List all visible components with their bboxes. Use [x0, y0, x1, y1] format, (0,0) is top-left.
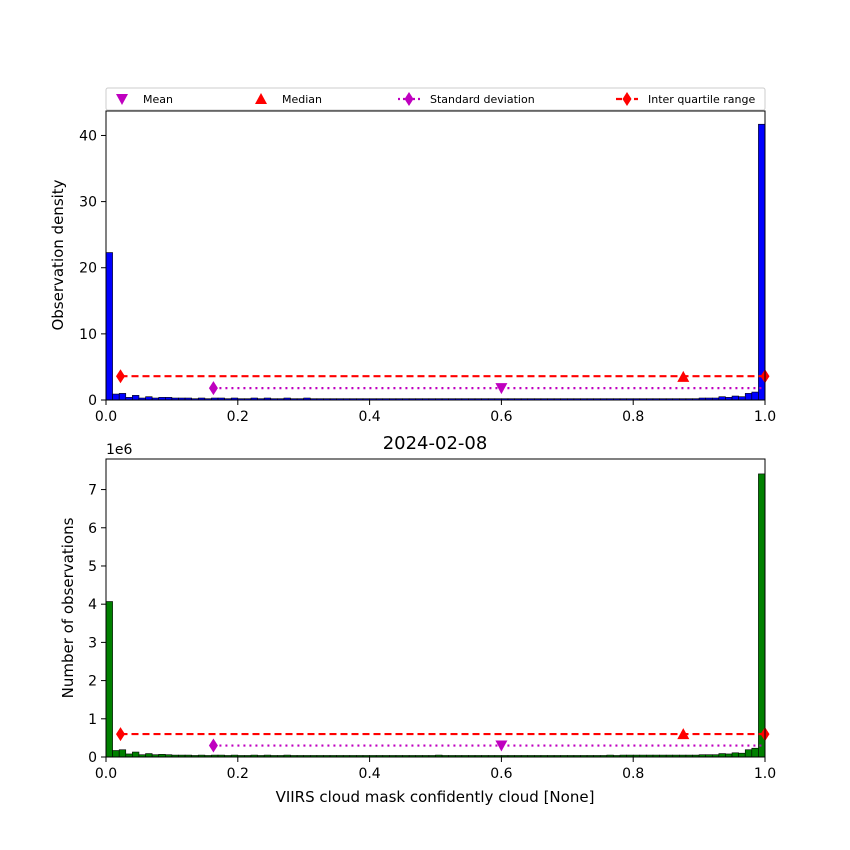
- y-tick-label: 10: [79, 327, 97, 343]
- density-axes: 0.0 0.2 0.4 0.6 0.8 1.0 0 10 20 30 40: [79, 110, 776, 425]
- y-tick-label: 4: [88, 597, 97, 613]
- y-tick-label: 30: [79, 195, 97, 211]
- legend-marker-std: [404, 92, 414, 106]
- y-tick-label: 5: [88, 559, 97, 575]
- density-y-axis-label: Observation density: [49, 179, 67, 330]
- histogram-bar: [105, 252, 113, 401]
- x-tick-label: 0.0: [95, 409, 117, 425]
- x-tick-label: 0.4: [358, 409, 380, 425]
- density-stat-markers: [115, 369, 770, 396]
- y-tick-label: 6: [88, 521, 97, 537]
- x-tick-label: 0.8: [622, 766, 644, 782]
- histogram-bar: [731, 752, 739, 758]
- y-tick-label: 0: [88, 393, 97, 409]
- legend-label-mean: Mean: [143, 93, 173, 106]
- histogram-bar: [744, 393, 753, 401]
- histogram-bar: [132, 395, 140, 401]
- count-y-axis-label: Number of observations: [59, 517, 77, 698]
- histogram-bar: [118, 393, 127, 401]
- legend-label-std: Standard deviation: [430, 93, 535, 106]
- median-marker: [677, 370, 690, 382]
- legend-marker-median: [255, 93, 267, 104]
- density-histogram-panel: 0.0 0.2 0.4 0.6 0.8 1.0 0 10 20 30 40 Observation …: [49, 110, 776, 425]
- std-marker: [208, 738, 218, 753]
- histogram-bar: [751, 391, 759, 401]
- y-tick-label: 7: [88, 483, 97, 499]
- histogram-bar: [751, 747, 759, 758]
- histogram-bar: [105, 601, 113, 758]
- y-tick-label: 1: [88, 712, 97, 728]
- iqr-start-marker: [115, 727, 125, 742]
- histogram-bar: [758, 123, 766, 401]
- y-tick-label: 2: [88, 674, 97, 690]
- y-tick-label: 20: [79, 261, 97, 277]
- mean-marker: [495, 740, 508, 752]
- legend-entry-std: Standard deviation: [430, 93, 535, 106]
- histogram-bar: [718, 753, 726, 758]
- count-chart-title: 2024-02-08: [383, 433, 488, 454]
- x-tick-label: 0.2: [227, 766, 249, 782]
- x-tick-label: 1.0: [754, 766, 776, 782]
- legend-marker-iqr: [622, 92, 632, 106]
- count-histogram-panel: 2024-02-08 1e6 0.0 0.2 0.4 0.6 0.8 1.0 0 1 2 3 4 5 6…: [59, 433, 776, 806]
- axes-frame: [105, 110, 766, 401]
- histogram-bar: [738, 752, 746, 758]
- x-tick-label: 0.6: [490, 409, 512, 425]
- legend-entry-iqr: Inter quartile range: [648, 93, 755, 106]
- histogram-bar: [112, 750, 120, 758]
- std-marker: [208, 381, 218, 396]
- iqr-start-marker: [115, 369, 125, 384]
- y-tick-label: 0: [88, 750, 97, 766]
- x-tick-label: 0.4: [358, 766, 380, 782]
- histogram-bar: [758, 473, 766, 758]
- histogram-bar: [731, 395, 739, 401]
- histogram-bar: [132, 751, 140, 758]
- histogram-bar: [118, 749, 127, 758]
- legend-frame: [105, 87, 766, 111]
- x-tick-label: 0.2: [227, 409, 249, 425]
- y-tick-label: 40: [79, 128, 97, 144]
- legend-entry-median: Median: [282, 93, 322, 106]
- x-tick-label: 1.0: [754, 409, 776, 425]
- count-stat-markers: [115, 727, 770, 753]
- count-x-axis-label: VIIRS cloud mask confidently cloud [None…: [276, 788, 595, 806]
- mean-marker: [495, 383, 508, 395]
- axes-frame: [105, 458, 766, 758]
- legend-label-iqr: Inter quartile range: [648, 93, 755, 106]
- x-tick-label: 0.6: [490, 766, 512, 782]
- count-axes: 0.0 0.2 0.4 0.6 0.8 1.0 0 1 2 3 4 5 6 7: [88, 458, 776, 782]
- legend-marker-mean: [116, 94, 128, 105]
- histogram-bar: [145, 753, 153, 758]
- legend: Mean Median Standard deviation Inter qua…: [105, 87, 766, 111]
- x-tick-label: 0.8: [622, 409, 644, 425]
- y-tick-label: 3: [88, 635, 97, 651]
- median-marker: [677, 728, 690, 740]
- count-y-offset-label: 1e6: [106, 442, 133, 458]
- legend-entry-mean: Mean: [143, 93, 173, 106]
- histogram-bar: [112, 393, 120, 401]
- x-tick-label: 0.0: [95, 766, 117, 782]
- legend-label-median: Median: [282, 93, 322, 106]
- histogram-bar: [744, 749, 753, 758]
